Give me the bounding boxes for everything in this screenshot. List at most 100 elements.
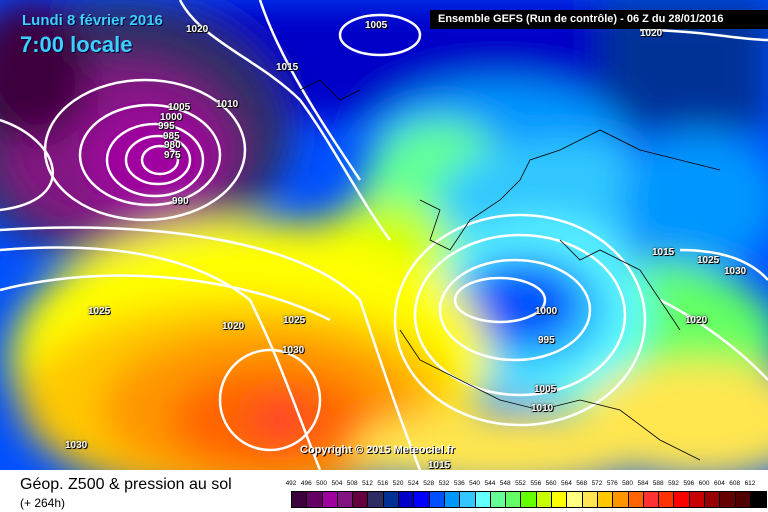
isobar-label: 995 bbox=[158, 121, 175, 132]
scale-label: 524 bbox=[407, 480, 419, 487]
scale-label: 544 bbox=[484, 480, 496, 487]
scale-label: 532 bbox=[438, 480, 450, 487]
scale-swatch bbox=[292, 492, 308, 507]
scale-swatch bbox=[689, 492, 706, 507]
scale-label: 540 bbox=[469, 480, 481, 487]
scale-label: 588 bbox=[652, 480, 664, 487]
isobar-label: 1025 bbox=[697, 255, 720, 266]
map-title: Géop. Z500 & pression au sol bbox=[20, 476, 232, 493]
scale-label: 548 bbox=[499, 480, 511, 487]
scale-swatch bbox=[475, 492, 491, 507]
scale-label: 552 bbox=[515, 480, 526, 487]
scale-label: 520 bbox=[392, 480, 404, 487]
scale-swatch bbox=[490, 492, 507, 507]
isobar-label: 1005 bbox=[365, 20, 388, 31]
scale-label: 608 bbox=[729, 480, 741, 487]
scale-label: 592 bbox=[668, 480, 679, 487]
scale-label: 492 bbox=[285, 480, 297, 487]
scale-swatch bbox=[582, 492, 598, 507]
scale-swatch bbox=[613, 492, 629, 507]
scale-label: 500 bbox=[316, 480, 328, 487]
scale-swatch bbox=[414, 492, 430, 507]
lead-time: (+ 264h) bbox=[20, 496, 66, 510]
isobar-label: 990 bbox=[172, 196, 189, 207]
scale-label: 596 bbox=[683, 480, 695, 487]
scale-swatch bbox=[368, 492, 384, 507]
scale-label: 572 bbox=[591, 480, 603, 487]
isobar-label: 1015 bbox=[276, 62, 299, 73]
scale-label: 528 bbox=[423, 480, 435, 487]
footer: Géop. Z500 & pression au sol (+ 264h) 49… bbox=[0, 470, 768, 512]
scale-swatch bbox=[506, 492, 522, 507]
isobar-label: 985 bbox=[163, 131, 180, 142]
color-scale bbox=[291, 491, 768, 508]
scale-swatch bbox=[353, 492, 369, 507]
scale-swatch bbox=[705, 492, 721, 507]
isobar-label: 1020 bbox=[222, 321, 245, 332]
scale-swatch bbox=[720, 492, 736, 507]
isobar-label: 1030 bbox=[65, 440, 88, 451]
isobar-label: 975 bbox=[164, 150, 181, 161]
isobar-label: 1025 bbox=[88, 306, 111, 317]
isobar-label: 1015 bbox=[652, 247, 675, 258]
scale-label: 512 bbox=[362, 480, 373, 487]
isobar-label: 1030 bbox=[282, 345, 305, 356]
isobar-label: 995 bbox=[538, 335, 555, 346]
scale-swatch bbox=[674, 492, 690, 507]
forecast-time: 7:00 locale bbox=[20, 32, 133, 57]
scale-label: 496 bbox=[300, 480, 312, 487]
isobar-label: 1020 bbox=[685, 315, 708, 326]
scale-swatch bbox=[628, 492, 644, 507]
isobar-label: 980 bbox=[164, 140, 181, 151]
scale-label: 536 bbox=[453, 480, 465, 487]
scale-swatch bbox=[429, 492, 445, 507]
scale-label: 576 bbox=[606, 480, 618, 487]
forecast-date: Lundi 8 février 2016 bbox=[22, 12, 163, 29]
isobar-label: 1020 bbox=[640, 28, 663, 39]
scale-swatch bbox=[597, 492, 614, 507]
isobar-label: 1020 bbox=[186, 24, 209, 35]
scale-label: 580 bbox=[622, 480, 634, 487]
color-scale-labels: 492 496 500 504 508 512 516 520 524 528 532 536 540 5… bbox=[283, 480, 765, 490]
scale-swatch bbox=[659, 492, 675, 507]
weather-map: Lundi 8 février 2016 7:00 locale Ensembl… bbox=[0, 0, 768, 470]
scale-label: 564 bbox=[560, 480, 572, 487]
run-info: Ensemble GEFS (Run de contrôle) - 06 Z d… bbox=[430, 10, 768, 29]
isobar-label: 1010 bbox=[216, 99, 239, 110]
scale-swatch bbox=[337, 492, 354, 507]
copyright: Copyright © 2015 Meteociel.fr bbox=[300, 444, 455, 456]
geopotential-field bbox=[0, 0, 768, 470]
scale-label: 556 bbox=[530, 480, 542, 487]
scale-label: 600 bbox=[698, 480, 710, 487]
scale-label: 604 bbox=[713, 480, 725, 487]
scale-swatch bbox=[750, 492, 767, 507]
scale-label: 612 bbox=[744, 480, 756, 487]
isobar-label: 1010 bbox=[531, 403, 554, 414]
scale-swatch bbox=[521, 492, 537, 507]
scale-label: 560 bbox=[545, 480, 557, 487]
isobar-label: 1005 bbox=[168, 102, 191, 113]
scale-swatch bbox=[307, 492, 323, 507]
scale-swatch bbox=[536, 492, 553, 507]
isobar-label: 1030 bbox=[724, 266, 747, 277]
isobar-label: 1000 bbox=[160, 112, 183, 123]
isobar-label: 1005 bbox=[534, 384, 557, 395]
scale-swatch bbox=[643, 492, 660, 507]
scale-swatch bbox=[735, 492, 751, 507]
scale-swatch bbox=[552, 492, 568, 507]
scale-swatch bbox=[399, 492, 415, 507]
scale-label: 584 bbox=[637, 480, 649, 487]
isobar-label: 1000 bbox=[535, 306, 558, 317]
scale-label: 508 bbox=[346, 480, 358, 487]
scale-swatch bbox=[322, 492, 338, 507]
isobar-label: 1015 bbox=[428, 460, 451, 470]
scale-swatch bbox=[444, 492, 461, 507]
scale-label: 516 bbox=[377, 480, 389, 487]
isobars bbox=[0, 0, 768, 470]
coastlines bbox=[299, 79, 721, 461]
scale-label: 504 bbox=[331, 480, 343, 487]
scale-swatch bbox=[383, 492, 400, 507]
scale-label: 568 bbox=[576, 480, 588, 487]
scale-swatch bbox=[460, 492, 476, 507]
scale-swatch bbox=[567, 492, 583, 507]
